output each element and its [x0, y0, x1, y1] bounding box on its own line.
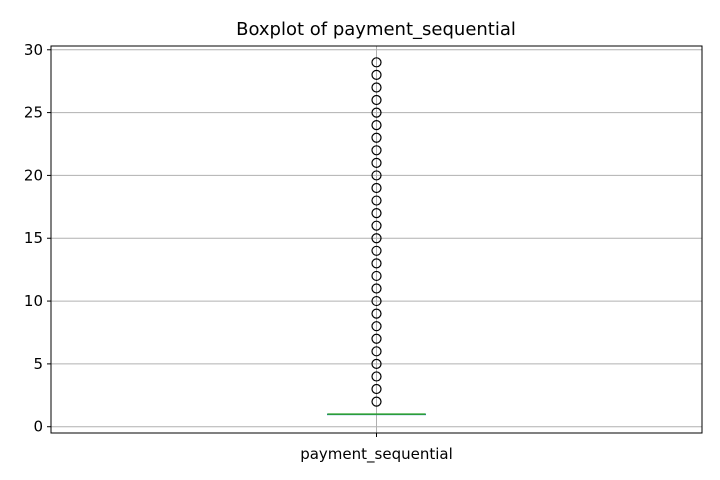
outlier-point [371, 220, 382, 231]
outlier-point [371, 346, 382, 357]
outlier-point [371, 396, 382, 407]
y-tick-label: 10 [24, 292, 43, 310]
y-axis-ticks: 0 5 10 15 20 25 30 [24, 41, 51, 436]
y-tick-label: 30 [24, 41, 43, 59]
outlier-point [371, 295, 382, 307]
outlier-point [371, 321, 382, 332]
chart-title: Boxplot of payment_sequential [236, 19, 516, 40]
outlier-point [371, 245, 382, 256]
grid-lines [51, 46, 702, 433]
outlier-point [371, 195, 382, 206]
y-tick-label: 15 [24, 229, 43, 247]
x-axis-ticks: payment_sequential [300, 433, 453, 464]
outlier-point [371, 107, 382, 118]
outlier-point [371, 333, 382, 344]
outlier-point [371, 145, 382, 156]
y-tick-label: 0 [33, 418, 43, 436]
outlier-point [371, 383, 382, 395]
outlier-point [371, 132, 382, 143]
outlier-point [371, 371, 382, 382]
outlier-point [371, 233, 382, 244]
outlier-point [371, 120, 382, 131]
y-tick-label: 20 [24, 166, 43, 184]
box-elements [327, 413, 426, 416]
x-tick-label: payment_sequential [300, 445, 453, 464]
outlier-point [371, 358, 382, 369]
outlier-point [371, 270, 382, 282]
outlier-point [371, 170, 382, 181]
outlier-point [371, 57, 382, 68]
outlier-point [371, 182, 382, 194]
y-tick-label: 5 [33, 355, 43, 373]
y-tick-label: 25 [24, 104, 43, 122]
outlier-point [371, 69, 382, 80]
outlier-point [371, 258, 382, 269]
outlier-points [371, 57, 382, 407]
outlier-point [371, 157, 382, 168]
outlier-point [371, 308, 382, 319]
outlier-point [371, 208, 382, 219]
outlier-point [371, 94, 382, 106]
outlier-point [371, 283, 382, 294]
outlier-point [371, 82, 382, 93]
